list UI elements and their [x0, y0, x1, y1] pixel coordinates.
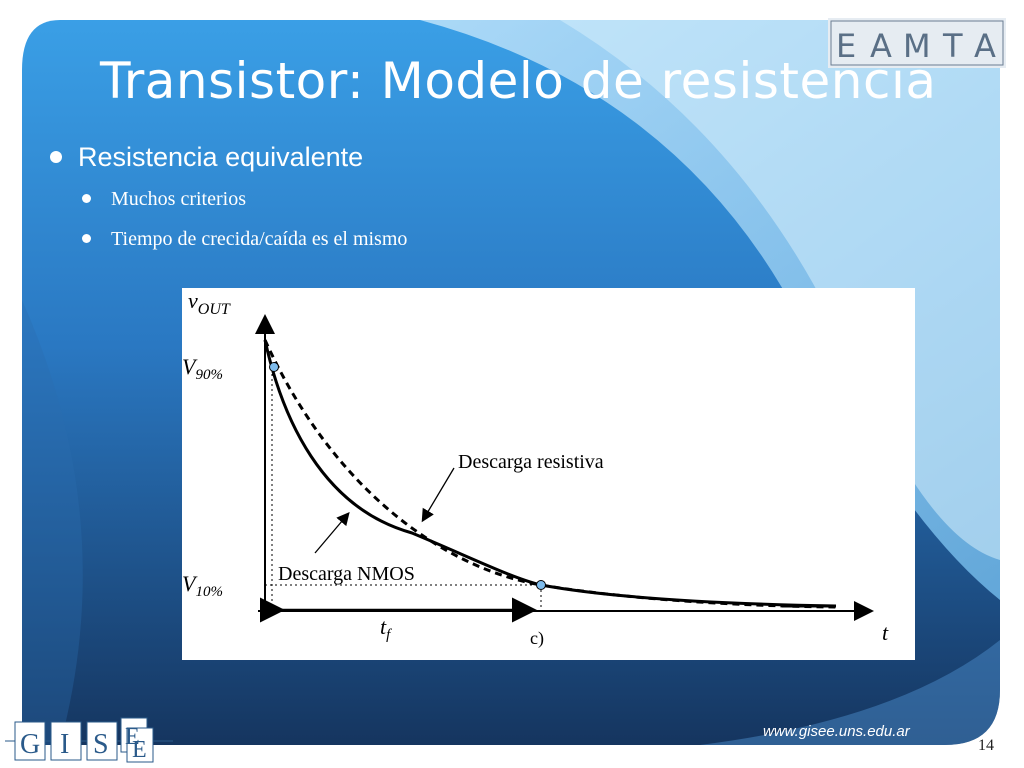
v10-label: V10%	[182, 571, 223, 600]
bullet-sub-text: Tiempo de crecida/caída es el mismo	[111, 228, 408, 250]
page-number: 14	[978, 737, 994, 754]
eamta-letter: A	[974, 27, 996, 65]
eamta-logo: E A M T A	[828, 18, 1006, 68]
gisee-letter: S	[93, 729, 109, 760]
resistive-label: Descarga resistiva	[458, 451, 604, 473]
eamta-letter: T	[942, 27, 963, 65]
gisee-letter: E	[132, 737, 147, 763]
eamta-letter: E	[836, 27, 856, 65]
gisee-letter: I	[60, 729, 69, 760]
eamta-letter: M	[903, 27, 931, 65]
bullet-sub-text: Muchos criterios	[111, 188, 246, 210]
v10-point	[536, 580, 546, 590]
y-axis-label: vOUT	[188, 288, 231, 318]
nmos-label: Descarga NMOS	[278, 563, 415, 585]
eamta-letter: A	[870, 27, 892, 65]
bullet-resistencia-equivalente: Resistencia equivalente	[50, 142, 363, 173]
nmos-discharge-curve	[263, 339, 837, 608]
footer-url: www.gisee.uns.edu.ar	[763, 723, 910, 740]
v90-point	[269, 362, 279, 372]
v90-label: V90%	[182, 354, 223, 383]
bullet-dot	[50, 150, 62, 163]
bullet-dot	[82, 193, 91, 203]
nmos-pointer	[314, 512, 350, 554]
bullet-main-text: Resistencia equivalente	[78, 142, 364, 172]
x-axis-label: t	[882, 620, 889, 645]
slide-title: Transistor: Modelo de resistencia	[100, 52, 937, 110]
bullet-muchos-criterios: Muchos criterios	[82, 188, 246, 211]
panel-label: c)	[530, 628, 544, 649]
bullet-dot	[82, 233, 91, 243]
discharge-diagram: vOUT V90% V10% Descarga resistiva Descar…	[182, 288, 915, 660]
tf-label: tf	[380, 614, 392, 643]
gisee-logo: G I S E E	[5, 717, 173, 763]
gisee-letter: G	[20, 729, 40, 760]
gisee-letter: E	[125, 724, 140, 750]
bullet-tiempo-crecida: Tiempo de crecida/caída es el mismo	[82, 228, 407, 251]
resistive-pointer	[421, 467, 455, 523]
